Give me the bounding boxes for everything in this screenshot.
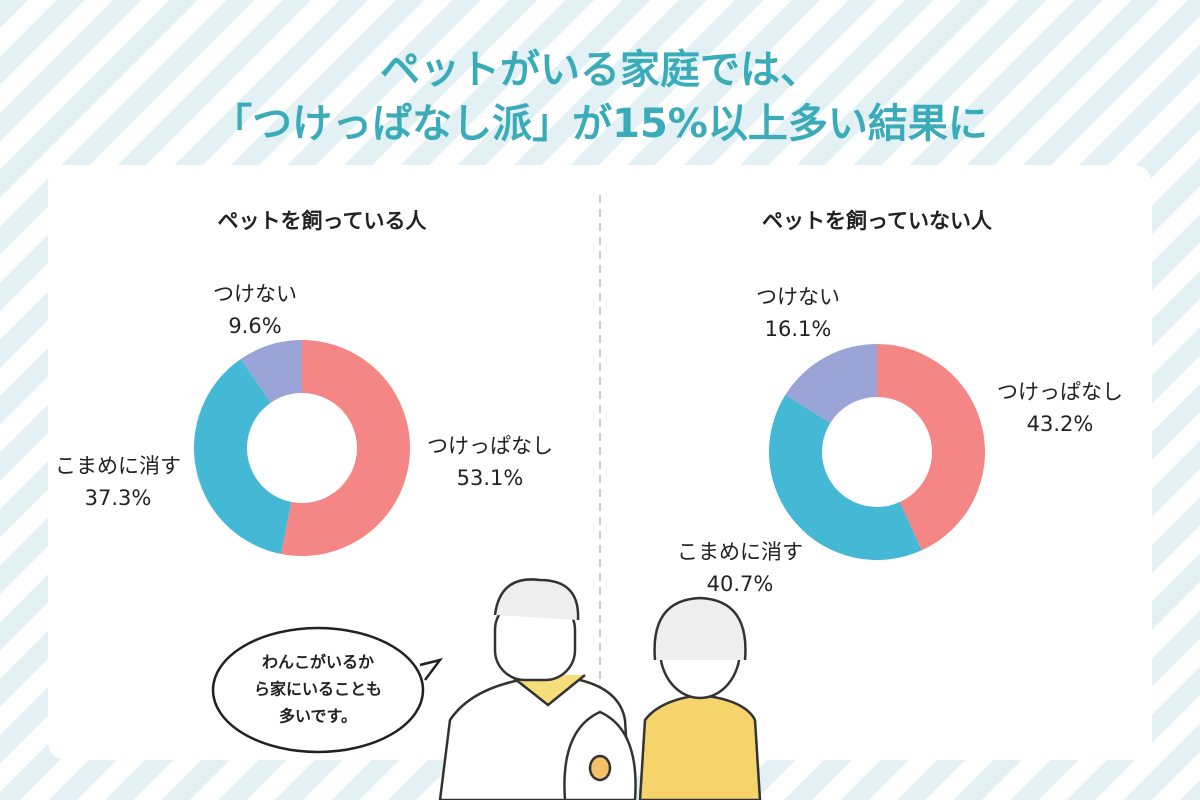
speech-bubble [211, 626, 444, 754]
donut-segment [193, 359, 292, 554]
donut-segment [240, 340, 302, 403]
segment-value: 40.7% [707, 572, 774, 596]
segment-label: つけない [213, 282, 297, 306]
donut-segment [769, 394, 922, 560]
segment-label: つけっぱなし [997, 380, 1123, 404]
donut-segment [281, 340, 410, 557]
segment-value: 37.3% [85, 486, 152, 510]
donut-segment [877, 344, 986, 551]
segment-label: つけない [756, 285, 840, 309]
title-line: 「つけっぱなし派」が15%以上多い結果に [212, 101, 988, 147]
segment-value: 53.1% [457, 466, 524, 490]
bubble-text: わんこがいるか [262, 653, 374, 672]
title-line: ペットがいる家庭では、 [380, 47, 820, 93]
bubble-text: 多いです。 [279, 707, 357, 726]
chart-title: ペットを飼っている人 [218, 209, 427, 233]
segment-label: こまめに消す [677, 540, 803, 564]
segment-label: こまめに消す [55, 454, 181, 478]
illustration [438, 578, 762, 802]
chart-title: ペットを飼っていない人 [762, 209, 992, 233]
segment-value: 16.1% [765, 317, 832, 341]
segment-value: 43.2% [1027, 412, 1094, 436]
segment-label: つけっぱなし [427, 434, 553, 458]
donut-segment [785, 343, 877, 423]
bubble-text: ら家にいることも [254, 680, 382, 699]
segment-value: 9.6% [228, 314, 281, 338]
